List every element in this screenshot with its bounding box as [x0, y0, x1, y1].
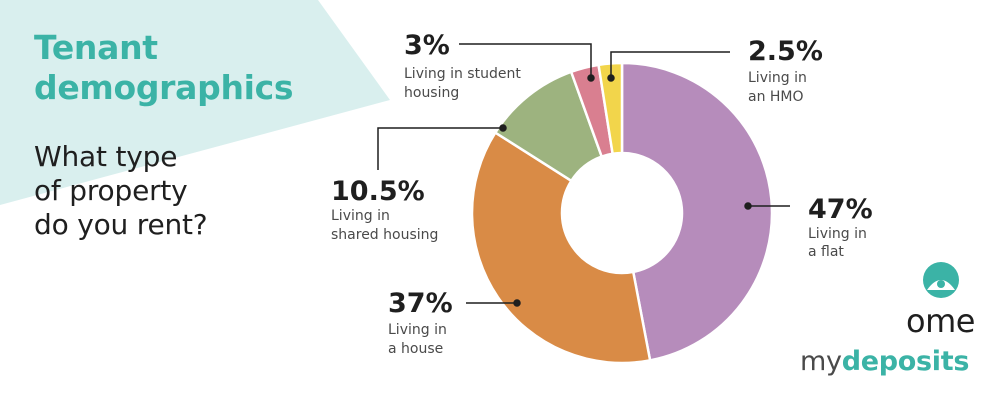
leader-dot-student — [587, 74, 595, 82]
mydeposits-deposits: deposits — [841, 346, 970, 377]
header-background-shape — [0, 0, 390, 205]
desc-label-hmo-1: Living in — [748, 70, 807, 86]
desc-label-flat-2: a flat — [808, 244, 844, 260]
question-line-2: of property — [34, 174, 188, 207]
desc-label-shared-1: Living in — [331, 208, 390, 224]
title-line-1: Tenant — [34, 28, 158, 67]
desc-label-house-2: a house — [388, 341, 443, 357]
leader-dot-house — [513, 299, 521, 307]
leader-line-shared — [377, 127, 503, 170]
slice-label-shared: 10.5% Living in shared housing — [331, 176, 438, 243]
desc-label-flat-1: Living in — [808, 226, 867, 242]
pct-label-flat: 47% — [808, 194, 873, 225]
slice-label-hmo: 2.5% Living in an HMO — [748, 36, 823, 105]
title-line-2: demographics — [34, 68, 294, 107]
question-line-3: do you rent? — [34, 208, 208, 241]
pct-label-shared: 10.5% — [331, 176, 425, 207]
slice-label-flat: 47% Living in a flat — [808, 194, 873, 260]
leader-line-student — [459, 43, 592, 78]
leader-dot-hmo — [607, 74, 615, 82]
desc-label-student-1: Living in student — [404, 66, 521, 82]
page-title: Tenant demographics — [34, 28, 294, 108]
desc-label-hmo-2: an HMO — [748, 89, 804, 105]
leader-line-hmo — [610, 51, 730, 78]
mydeposits-logo: mydeposits — [800, 346, 969, 377]
desc-label-student-2: housing — [404, 85, 459, 101]
pct-label-hmo: 2.5% — [748, 36, 823, 67]
desc-label-house-1: Living in — [388, 322, 447, 338]
desc-label-shared-2: shared housing — [331, 227, 438, 243]
donut-slices — [470, 61, 774, 365]
leader-dot-shared — [499, 124, 507, 132]
ome-wordmark: ome — [906, 302, 975, 340]
question-text: What type of property do you rent? — [34, 140, 208, 242]
leader-lines — [377, 43, 790, 307]
slice-label-house: 37% Living in a house — [388, 288, 453, 357]
pct-label-student: 3% — [404, 30, 450, 61]
slice-label-student: 3% Living in student housing — [404, 30, 521, 101]
donut-slice-hmo — [597, 61, 624, 156]
question-line-1: What type — [34, 140, 178, 173]
pct-label-house: 37% — [388, 288, 453, 319]
ome-logo-icon — [923, 262, 959, 298]
mydeposits-my: my — [800, 346, 842, 377]
leader-dot-flat — [744, 202, 752, 210]
donut-slice-flat — [620, 61, 774, 362]
